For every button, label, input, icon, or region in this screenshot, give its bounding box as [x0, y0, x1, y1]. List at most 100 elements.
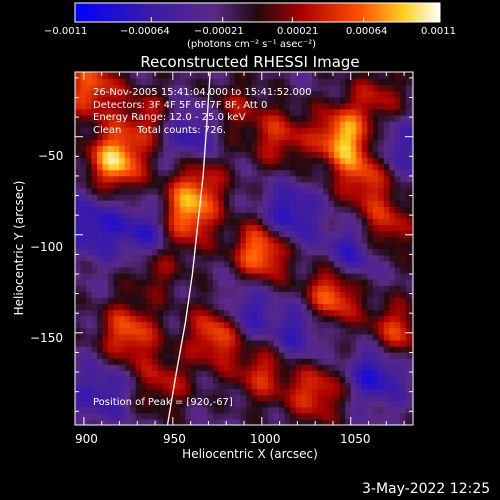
heatmap-cell: [119, 303, 126, 311]
heatmap-cell: [273, 121, 280, 128]
heatmap-cell: [75, 206, 82, 213]
heatmap-cell: [389, 352, 396, 359]
heatmap-cell: [251, 273, 258, 280]
heatmap-cell: [367, 279, 374, 286]
heatmap-cell: [108, 78, 115, 86]
heatmap-cell: [372, 364, 379, 371]
heatmap-cell: [163, 236, 170, 244]
heatmap-cell: [207, 248, 214, 256]
heatmap-cell: [229, 333, 236, 341]
heatmap-cell: [383, 108, 390, 116]
heatmap-cell: [411, 96, 413, 104]
heatmap-cell: [356, 224, 363, 232]
heatmap-cell: [207, 394, 214, 402]
heatmap-cell: [190, 114, 197, 122]
chart-title: Reconstructed RHESSI Image: [140, 53, 360, 71]
heatmap-cell: [212, 285, 219, 292]
heatmap-cell: [361, 175, 368, 183]
heatmap-cell: [361, 181, 368, 189]
heatmap-cell: [168, 114, 175, 122]
heatmap-cell: [323, 303, 330, 311]
heatmap-cell: [135, 339, 142, 347]
heatmap-cell: [190, 412, 197, 420]
heatmap-cell: [86, 102, 93, 110]
heatmap-cell: [157, 84, 164, 92]
heatmap-cell: [163, 254, 170, 262]
heatmap-cell: [113, 266, 120, 274]
heatmap-cell: [229, 218, 236, 225]
heatmap-cell: [328, 315, 335, 323]
heatmap-cell: [323, 333, 330, 341]
heatmap-cell: [102, 181, 109, 189]
heatmap-cell: [268, 376, 275, 384]
heatmap-cell: [251, 352, 258, 359]
heatmap-cell: [400, 333, 407, 341]
heatmap-cell: [174, 260, 181, 268]
heatmap-cell: [339, 321, 346, 329]
heatmap-cell: [102, 151, 109, 159]
heatmap-cell: [268, 248, 275, 256]
heatmap-cell: [201, 230, 208, 238]
heatmap-cell: [190, 291, 197, 298]
heatmap-cell: [279, 333, 286, 341]
heatmap-cell: [240, 406, 247, 414]
heatmap-cell: [350, 127, 357, 134]
heatmap-cell: [317, 157, 324, 165]
heatmap-cell: [152, 242, 159, 250]
heatmap-cell: [312, 364, 319, 371]
heatmap-cell: [108, 297, 115, 305]
heatmap-cell: [312, 163, 319, 171]
heatmap-cell: [317, 78, 324, 86]
heatmap-cell: [146, 218, 153, 225]
heatmap-cell: [75, 72, 82, 80]
heatmap-cell: [245, 187, 253, 195]
heatmap-cell: [389, 108, 396, 116]
heatmap-cell: [279, 114, 286, 122]
heatmap-cell: [345, 248, 352, 256]
heatmap-cell: [102, 127, 109, 134]
heatmap-cell: [389, 412, 396, 420]
heatmap-cell: [268, 163, 275, 171]
heatmap-cell: [295, 279, 302, 286]
heatmap-cell: [405, 151, 412, 159]
heatmap-cell: [91, 206, 98, 213]
heatmap-cell: [146, 273, 153, 280]
heatmap-cell: [130, 157, 137, 165]
heatmap-cell: [179, 260, 186, 268]
heatmap-cell: [301, 352, 308, 359]
heatmap-cell: [350, 418, 357, 425]
heatmap-cell: [223, 242, 231, 250]
heatmap-cell: [256, 151, 264, 159]
heatmap-cell: [372, 303, 379, 311]
heatmap-cell: [135, 175, 142, 183]
heatmap-cell: [405, 254, 412, 262]
heatmap-cell: [328, 224, 335, 232]
heatmap-cell: [179, 102, 186, 110]
heatmap-cell: [218, 333, 225, 341]
heatmap-cell: [218, 352, 225, 359]
heatmap-cell: [251, 157, 258, 165]
heatmap-cell: [207, 230, 214, 238]
heatmap-cell: [201, 291, 208, 298]
heatmap-cell: [240, 376, 247, 384]
heatmap-cell: [400, 400, 407, 408]
heatmap-cell: [290, 260, 297, 268]
heatmap-cell: [245, 291, 253, 298]
heatmap-cell: [157, 266, 164, 274]
heatmap-cell: [372, 315, 379, 323]
heatmap-cell: [152, 254, 159, 262]
heatmap-cell: [97, 163, 104, 171]
heatmap-cell: [75, 297, 82, 305]
heatmap-cell: [284, 133, 291, 140]
heatmap-cell: [174, 388, 181, 396]
heatmap-cell: [301, 376, 308, 384]
heatmap-cell: [97, 236, 104, 244]
heatmap-cell: [229, 236, 236, 244]
heatmap-cell: [290, 303, 297, 311]
heatmap-cell: [339, 224, 346, 232]
heatmap-cell: [290, 200, 297, 207]
heatmap-cell: [141, 206, 148, 213]
heatmap-cell: [234, 266, 242, 274]
heatmap-cell: [328, 394, 335, 402]
heatmap-cell: [251, 90, 258, 98]
